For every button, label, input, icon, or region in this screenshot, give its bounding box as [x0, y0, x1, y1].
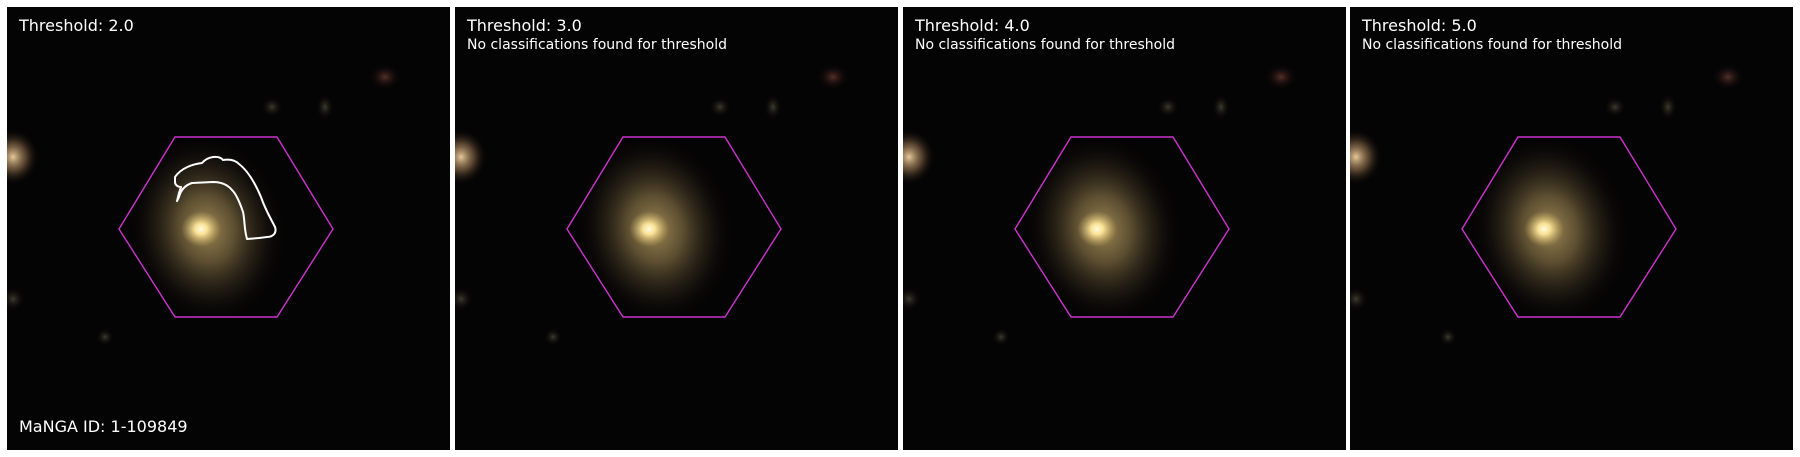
- panel-threshold-3: Threshold: 3.0 No classifications found …: [455, 7, 898, 450]
- ifu-hexagon: [566, 136, 782, 318]
- background-source: [1439, 328, 1457, 346]
- galaxy-core: [629, 211, 669, 247]
- background-source: [709, 97, 731, 117]
- background-source: [261, 97, 283, 117]
- galaxy-image: [455, 7, 898, 450]
- ifu-hexagon: [1461, 136, 1677, 318]
- background-source: [369, 64, 401, 90]
- background-source: [7, 129, 39, 185]
- background-source: [316, 94, 334, 120]
- background-source: [455, 129, 487, 185]
- background-source: [1265, 64, 1297, 90]
- background-source: [992, 328, 1010, 346]
- galaxy-core: [181, 211, 221, 247]
- panel-threshold-4: Threshold: 4.0 No classifications found …: [903, 7, 1346, 450]
- galaxy-core: [1524, 211, 1564, 247]
- panel-title: Threshold: 4.0: [915, 16, 1030, 35]
- classification-contour: [174, 155, 277, 240]
- galaxy-image: [1350, 7, 1793, 450]
- ifu-hexagon: [1014, 136, 1230, 318]
- background-source: [455, 287, 473, 311]
- ifu-hexagon: [118, 136, 334, 318]
- background-source: [817, 64, 849, 90]
- background-source: [764, 94, 782, 120]
- background-source: [1712, 64, 1744, 90]
- background-source: [7, 287, 25, 311]
- panel-message: No classifications found for threshold: [1362, 37, 1622, 53]
- background-source: [1350, 287, 1368, 311]
- background-source: [1350, 129, 1382, 185]
- background-source: [96, 328, 114, 346]
- panel-message: No classifications found for threshold: [467, 37, 727, 53]
- panel-title: Threshold: 5.0: [1362, 16, 1477, 35]
- background-source: [903, 129, 935, 185]
- panel-threshold-2: Threshold: 2.0 MaNGA ID: 1-109849: [7, 7, 450, 450]
- galaxy-image: [903, 7, 1346, 450]
- manga-id-label: MaNGA ID: 1-109849: [19, 417, 188, 436]
- panel-title: Threshold: 2.0: [19, 16, 134, 35]
- background-source: [1157, 97, 1179, 117]
- galaxy-image: [7, 7, 450, 450]
- background-source: [544, 328, 562, 346]
- background-source: [1604, 97, 1626, 117]
- background-source: [1659, 94, 1677, 120]
- galaxy-core: [1077, 211, 1117, 247]
- background-source: [1212, 94, 1230, 120]
- panel-title: Threshold: 3.0: [467, 16, 582, 35]
- background-source: [903, 287, 921, 311]
- panel-message: No classifications found for threshold: [915, 37, 1175, 53]
- panel-threshold-5: Threshold: 5.0 No classifications found …: [1350, 7, 1793, 450]
